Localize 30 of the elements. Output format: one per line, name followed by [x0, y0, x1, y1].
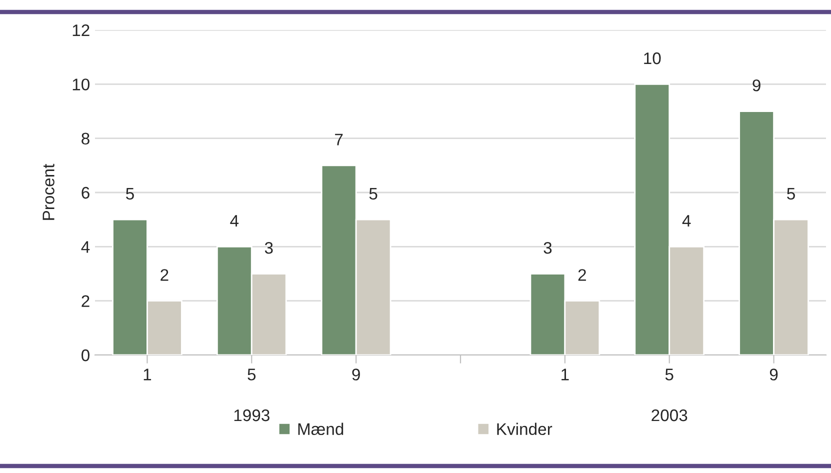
- data-label: 5: [369, 188, 378, 200]
- data-label: 5: [787, 188, 795, 200]
- data-label: 4: [682, 215, 691, 227]
- y-tick-label: 6: [82, 186, 90, 199]
- text: 1993: [234, 409, 270, 422]
- x-tick-label: 9: [352, 368, 360, 380]
- y-tick-label: 2: [82, 295, 90, 307]
- y-tick-label: 12: [72, 24, 90, 36]
- legend-label: Mænd: [298, 422, 344, 436]
- data-label: 7: [335, 134, 343, 146]
- x-tick-label: 5: [665, 368, 674, 380]
- y-tick-label: 10: [72, 78, 90, 90]
- y-tick-label: 8: [82, 132, 90, 145]
- data-label: 3: [544, 242, 552, 254]
- x-tick-label: 5: [248, 368, 256, 380]
- data-label: 9: [752, 79, 760, 92]
- data-label: 5: [126, 188, 134, 200]
- data-label: 4: [230, 215, 239, 227]
- data-label: 2: [160, 269, 168, 281]
- data-label: 10: [644, 52, 661, 64]
- x-tick-label: 1: [144, 368, 152, 380]
- y-tick-label: 4: [81, 241, 90, 253]
- y-axis-title: Procent: [42, 164, 54, 220]
- data-label: 3: [264, 242, 273, 254]
- x-tick-label: 9: [770, 368, 778, 380]
- text: 2003: [652, 409, 688, 422]
- data-label: 2: [578, 269, 586, 281]
- x-tick-label: 1: [562, 368, 569, 380]
- y-tick-label: 0: [82, 349, 90, 362]
- legend-label: Kvinder: [497, 422, 552, 436]
